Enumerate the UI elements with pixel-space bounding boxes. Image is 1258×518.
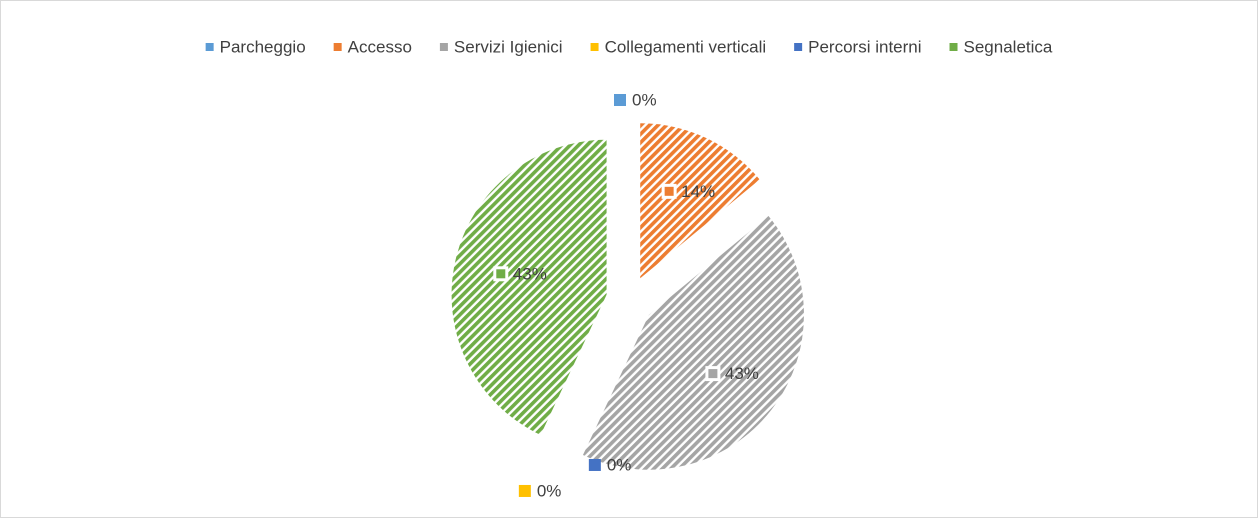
legend-label: Accesso: [348, 37, 412, 56]
legend-label: Servizi Igienici: [454, 37, 563, 56]
legend-label: Collegamenti verticali: [605, 37, 767, 56]
data-label: 0%: [537, 481, 562, 500]
legend-swatch: [205, 43, 214, 51]
label-marker: [588, 458, 601, 471]
legend-label: Segnaletica: [964, 37, 1053, 56]
label-marker: [705, 366, 721, 382]
label-marker: [493, 266, 509, 282]
pie-slice: [640, 123, 760, 279]
label-marker: [614, 94, 626, 106]
pie-slice: [451, 139, 607, 436]
legend-swatch: [590, 43, 599, 51]
label-marker: [518, 484, 531, 497]
data-label: 14%: [681, 182, 715, 201]
data-label: 43%: [725, 364, 759, 383]
legend-swatch: [439, 43, 448, 51]
data-label: 43%: [513, 264, 547, 283]
legend-label: Parcheggio: [220, 37, 306, 56]
legend-swatch: [949, 43, 958, 51]
data-label: 0%: [632, 90, 657, 109]
pie-slice: [582, 215, 804, 470]
legend-swatch: [794, 43, 803, 51]
legend-swatch: [333, 43, 342, 51]
legend-label: Percorsi interni: [808, 37, 921, 56]
legend: Parcheggio Accesso Servizi Igienici Collega…: [205, 37, 1053, 56]
data-label: 0%: [607, 455, 632, 474]
label-marker: [661, 183, 677, 199]
